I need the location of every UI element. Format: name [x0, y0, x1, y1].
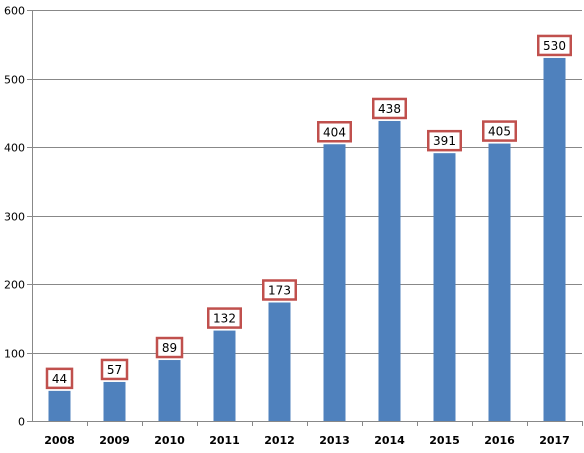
data-label-box — [537, 34, 572, 57]
x-tick-label-2015: 2015 — [429, 434, 460, 447]
x-tick-label-2011: 2011 — [209, 434, 240, 447]
y-tick-label: 200 — [4, 279, 25, 292]
data-label-box — [317, 121, 352, 143]
x-axis-ticks: 2008 2009 2010 2011 2012 2013 2014 2015 2016 2017 — [44, 434, 570, 447]
bar-2009 — [103, 381, 126, 421]
data-label-box — [262, 279, 297, 301]
data-label-text: 89 — [162, 341, 177, 355]
data-label-2008: 44 — [45, 367, 74, 390]
data-label-2017: 530 — [537, 34, 572, 57]
data-label-box — [155, 336, 184, 359]
data-label-text: 132 — [213, 312, 236, 326]
data-label-box — [45, 367, 74, 390]
data-label-box — [482, 120, 517, 142]
x-tick-label-2012: 2012 — [264, 434, 295, 447]
data-label-2013: 404 — [317, 121, 352, 143]
data-label-box — [372, 97, 407, 120]
data-label-box — [427, 129, 462, 152]
data-label-text: 530 — [543, 39, 566, 53]
data-label-text: 57 — [107, 363, 122, 377]
data-labels: 44 57 89 132 173 404 438 391 405 530 — [45, 34, 572, 390]
bar-2016 — [488, 143, 511, 421]
bar-2012 — [268, 302, 291, 421]
x-tick-label-2017: 2017 — [539, 434, 570, 447]
data-label-text: 438 — [378, 102, 401, 116]
y-tick-label: 300 — [4, 211, 25, 224]
bar-2015 — [433, 153, 456, 422]
data-label-box — [207, 307, 242, 329]
x-tick-label-2016: 2016 — [484, 434, 515, 447]
y-axis-ticks: 0 100 200 300 400 500 600 — [4, 5, 25, 429]
data-label-2015: 391 — [427, 129, 462, 152]
bars — [48, 57, 566, 422]
data-label-text: 391 — [433, 134, 456, 148]
data-label-2012: 173 — [262, 279, 297, 301]
data-label-text: 404 — [323, 125, 346, 139]
bar-2010 — [158, 360, 181, 421]
bar-2011 — [213, 330, 236, 421]
x-tick-label-2013: 2013 — [319, 434, 350, 447]
data-label-2016: 405 — [482, 120, 517, 142]
bar-2017 — [543, 57, 566, 421]
bar-2013 — [323, 144, 346, 421]
data-label-text: 173 — [268, 283, 291, 297]
data-label-2010: 89 — [155, 336, 184, 359]
y-tick-label: 400 — [4, 142, 25, 155]
bar-2008 — [48, 390, 71, 421]
y-tick-label: 600 — [4, 5, 25, 18]
data-label-2009: 57 — [100, 358, 129, 381]
axes — [32, 10, 583, 426]
data-label-text: 44 — [52, 372, 67, 386]
x-tick-label-2009: 2009 — [99, 434, 130, 447]
x-tick-label-2014: 2014 — [374, 434, 405, 447]
x-tick-label-2008: 2008 — [44, 434, 75, 447]
y-tick-label: 0 — [18, 416, 25, 429]
data-label-2011: 132 — [207, 307, 242, 329]
data-label-2014: 438 — [372, 97, 407, 120]
bar-2014 — [378, 120, 401, 421]
y-tick-label: 100 — [4, 348, 25, 361]
y-tick-label: 500 — [4, 74, 25, 87]
data-label-text: 405 — [488, 125, 511, 139]
data-label-box — [100, 358, 129, 381]
x-tick-label-2010: 2010 — [154, 434, 185, 447]
